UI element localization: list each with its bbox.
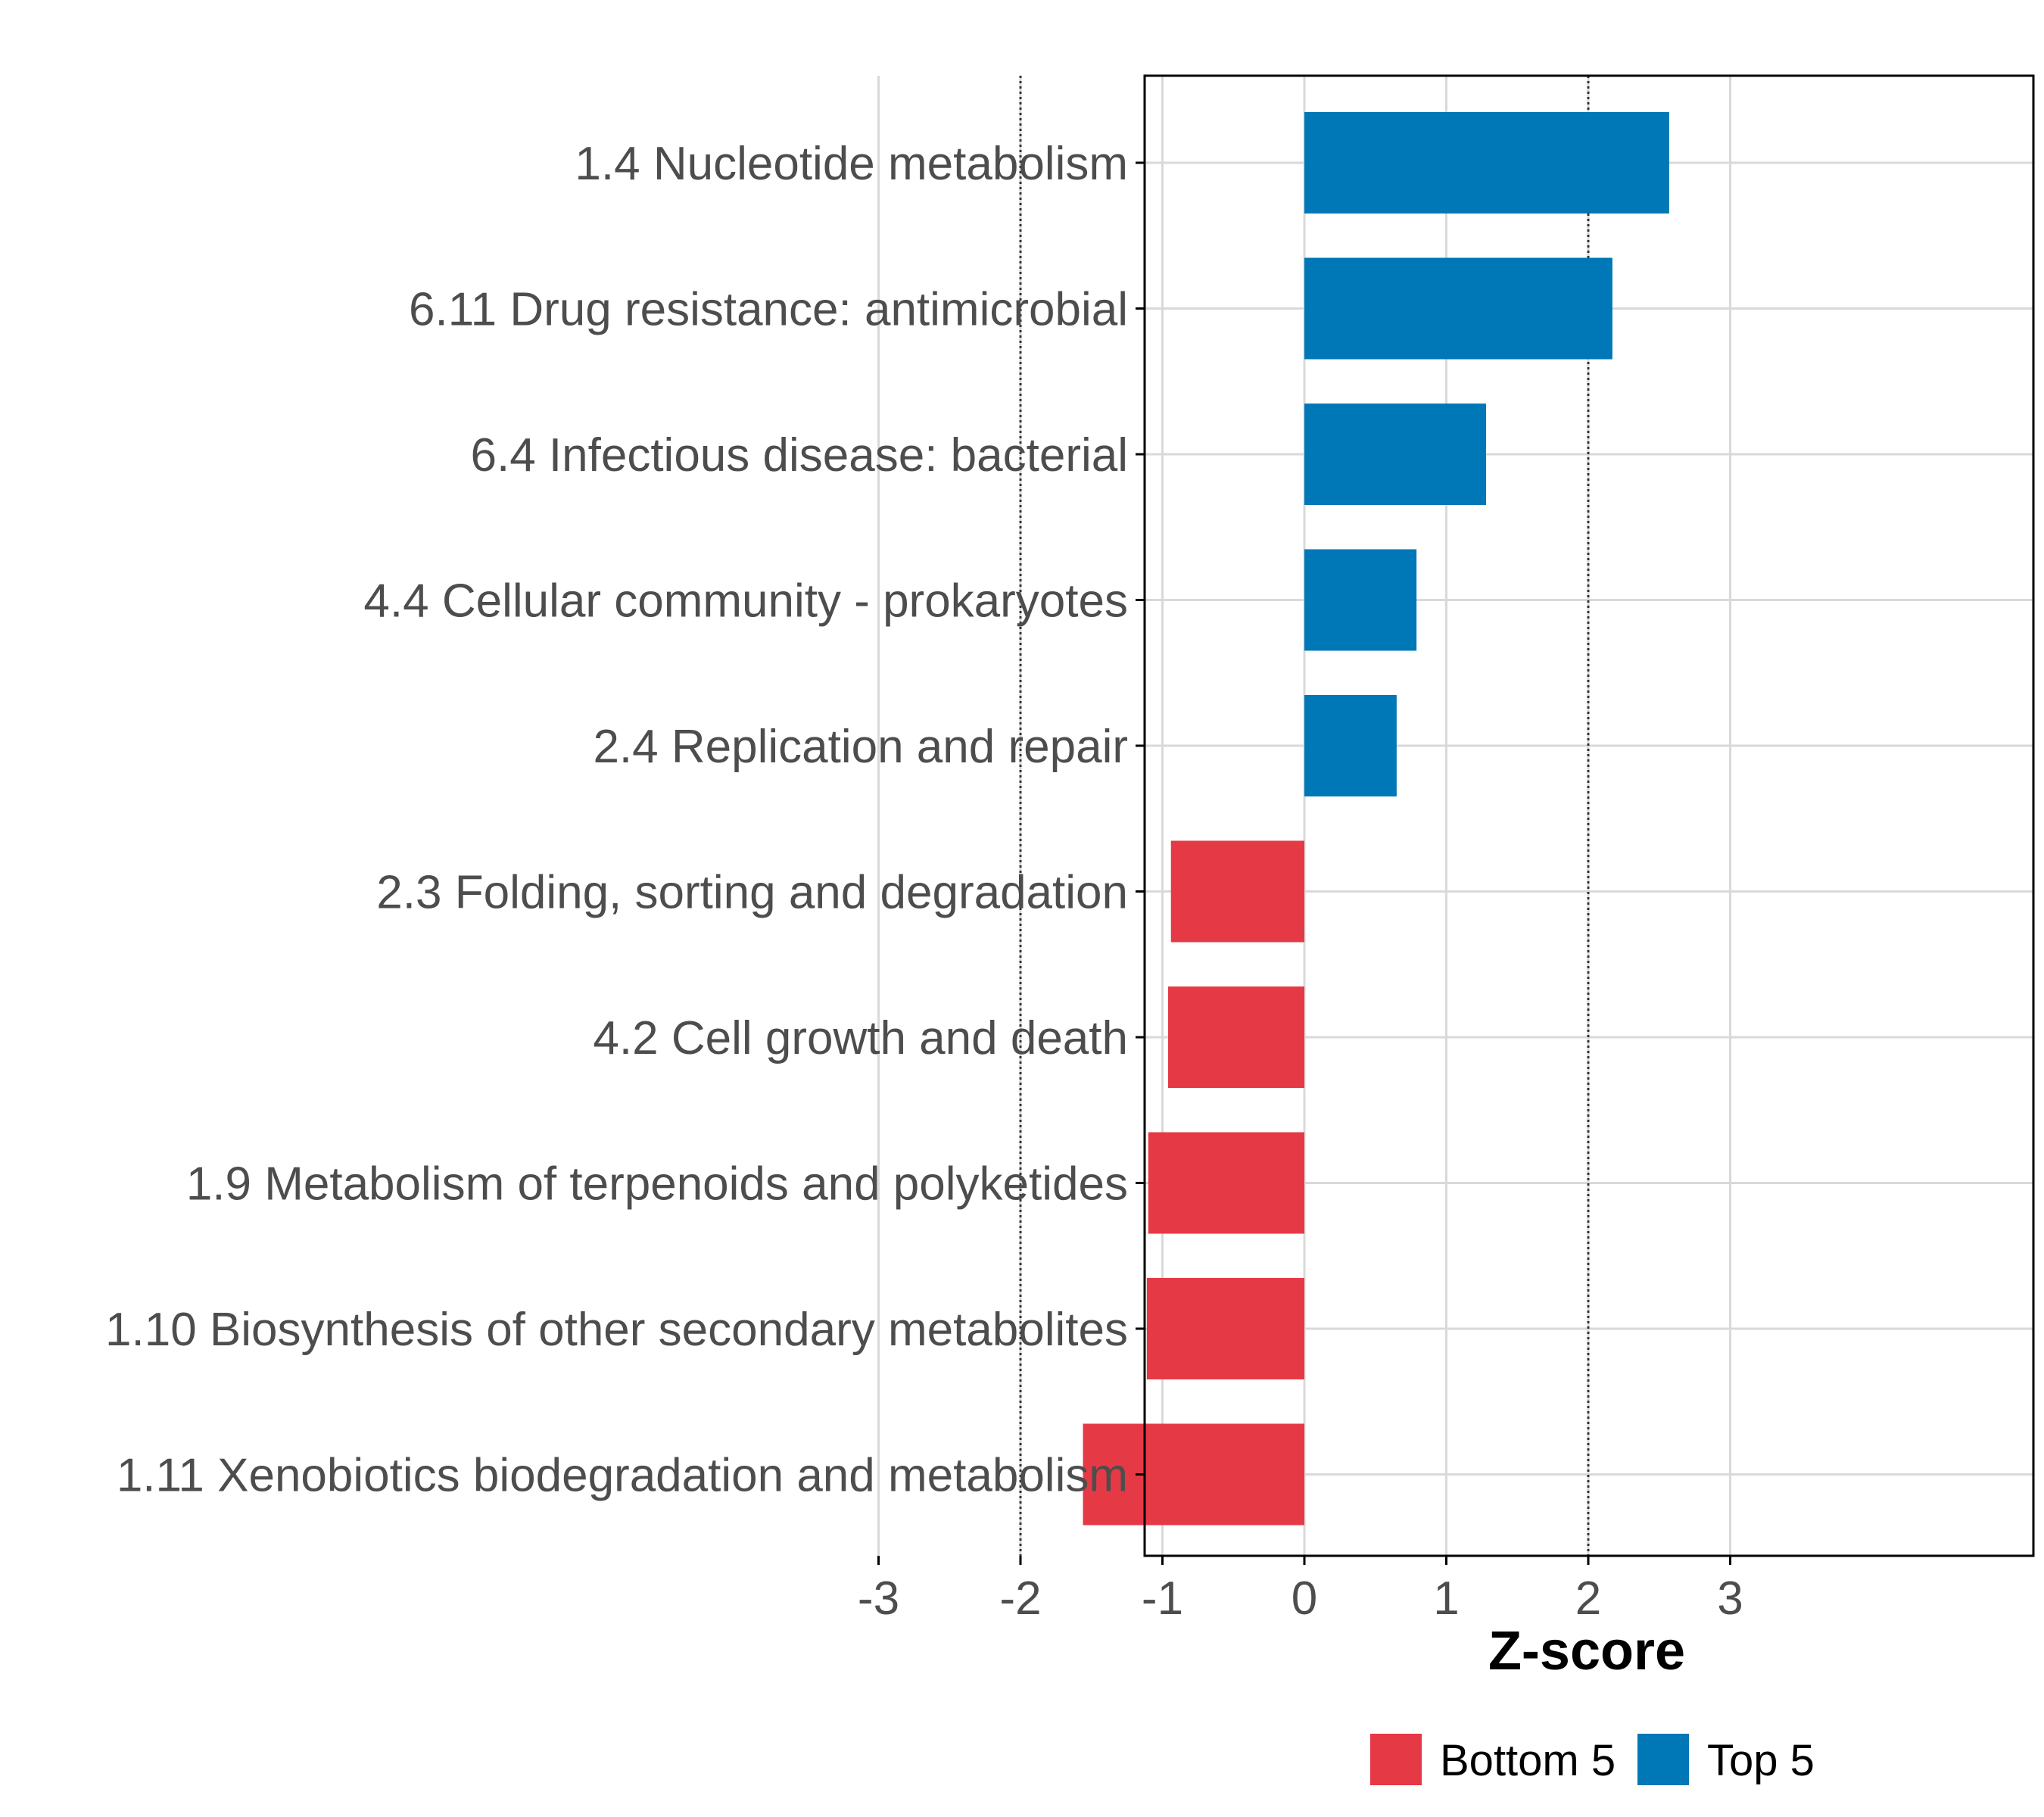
category-label-1: 6.11 Drug resistance: antimicrobial: [409, 284, 1128, 336]
x-tick-label-0: -3: [858, 1572, 899, 1625]
legend-key-1: [1637, 1734, 1689, 1785]
bar-1: [1304, 257, 1612, 360]
category-label-9: 1.11 Xenobiotics biodegradation and meta…: [117, 1450, 1128, 1502]
x-tick-label-6: 3: [1717, 1572, 1743, 1625]
category-label-3: 4.4 Cellular community - prokaryotes: [363, 575, 1128, 628]
x-tick-label-2: -1: [1142, 1572, 1183, 1625]
bar-4: [1304, 695, 1397, 796]
bar-8: [1146, 1278, 1304, 1379]
y-axis: 1.4 Nucleotide metabolism 6.11 Drug resis…: [105, 138, 1145, 1502]
bar-7: [1148, 1132, 1304, 1234]
legend-label-0: Bottom 5: [1440, 1736, 1616, 1785]
x-tick-label-5: 2: [1575, 1572, 1601, 1625]
category-label-7: 1.9 Metabolism of terpenoids and polyket…: [186, 1158, 1128, 1211]
x-tick-label-3: 0: [1292, 1572, 1317, 1625]
bar-5: [1170, 840, 1304, 943]
legend-label-1: Top 5: [1707, 1736, 1815, 1785]
bar-3: [1304, 549, 1417, 651]
x-axis: -3 -2 -1 0 1 2 3: [858, 1556, 1743, 1625]
category-label-8: 1.10 Biosynthesis of other secondary met…: [105, 1304, 1128, 1356]
bars: [1083, 112, 1669, 1526]
category-label-4: 2.4 Replication and repair: [593, 721, 1128, 773]
category-label-5: 2.3 Folding, sorting and degradation: [376, 867, 1128, 919]
legend-key-0: [1370, 1734, 1422, 1785]
bar-9: [1083, 1423, 1304, 1526]
category-label-2: 6.4 Infectious disease: bacterial: [470, 429, 1128, 482]
bar-0: [1304, 112, 1669, 213]
x-tick-label-4: 1: [1433, 1572, 1459, 1625]
bar-2: [1304, 404, 1486, 505]
legend: Bottom 5 Top 5: [1370, 1734, 1815, 1785]
category-label-6: 4.2 Cell growth and death: [593, 1012, 1128, 1064]
category-label-0: 1.4 Nucleotide metabolism: [575, 138, 1128, 190]
x-axis-title: Z-score: [1488, 1621, 1685, 1681]
x-tick-label-1: -2: [999, 1572, 1041, 1625]
bar-6: [1168, 986, 1304, 1088]
